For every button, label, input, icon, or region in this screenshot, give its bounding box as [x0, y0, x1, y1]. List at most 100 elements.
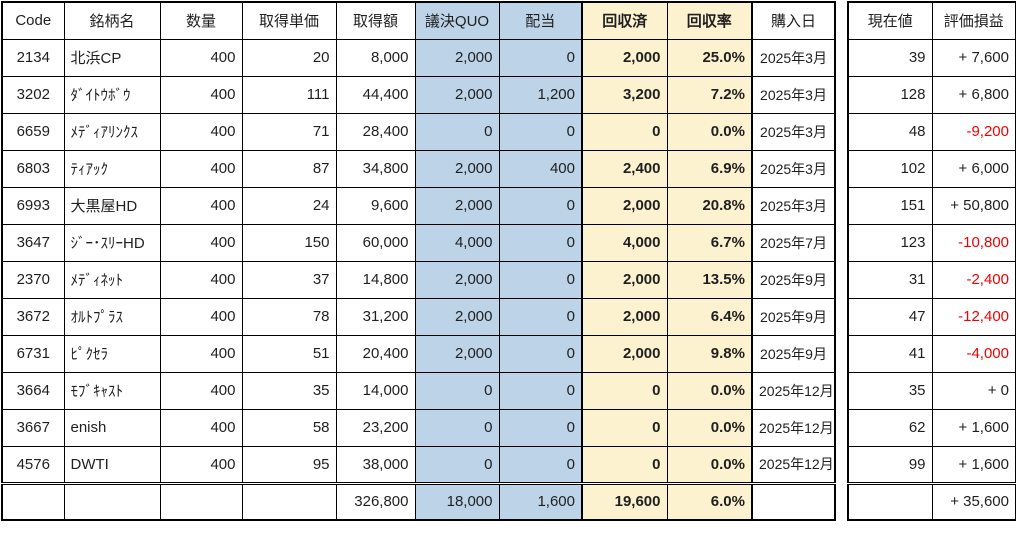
cell-date[interactable]: 2025年3月: [751, 186, 836, 225]
cell-unit[interactable]: 37: [241, 260, 337, 299]
cell-recovered[interactable]: 2,000: [581, 38, 668, 77]
cell-unit[interactable]: 35: [241, 371, 337, 410]
cell-amount[interactable]: 31,200: [335, 297, 416, 336]
cell-qty[interactable]: 400: [159, 445, 243, 484]
cell-date[interactable]: 2025年12月: [751, 408, 836, 447]
cell-current[interactable]: 62: [847, 408, 933, 447]
cell-dividend[interactable]: 0: [498, 334, 583, 373]
cell-qty[interactable]: 400: [159, 75, 243, 114]
cell-pl[interactable]: -4,000: [931, 334, 1016, 373]
cell-dividend[interactable]: 0: [498, 371, 583, 410]
cell-pl[interactable]: -10,800: [931, 223, 1016, 262]
cell-unit[interactable]: 51: [241, 334, 337, 373]
total-recovered[interactable]: 19,600: [581, 481, 668, 521]
cell-unit[interactable]: 78: [241, 297, 337, 336]
cell-name[interactable]: ﾀﾞｲﾄｳﾎﾞｳ: [63, 75, 161, 114]
cell-rate[interactable]: 6.4%: [666, 297, 753, 336]
cell-qty[interactable]: 400: [159, 186, 243, 225]
cell-current[interactable]: 48: [847, 112, 933, 151]
cell-unit[interactable]: 71: [241, 112, 337, 151]
cell-dividend[interactable]: 400: [498, 149, 583, 188]
cell-unit[interactable]: [241, 481, 337, 521]
header-pl[interactable]: 評価損益: [931, 1, 1016, 40]
cell-quo[interactable]: 2,000: [414, 297, 500, 336]
cell-code[interactable]: 6659: [1, 112, 65, 151]
cell-pl[interactable]: + 1,600: [931, 445, 1016, 484]
cell-recovered[interactable]: 2,000: [581, 334, 668, 373]
cell-amount[interactable]: 34,800: [335, 149, 416, 188]
cell-unit[interactable]: 111: [241, 75, 337, 114]
cell-name[interactable]: 北浜CP: [63, 38, 161, 77]
cell-rate[interactable]: 13.5%: [666, 260, 753, 299]
cell-name[interactable]: ｵﾙﾄﾌﾟﾗｽ: [63, 297, 161, 336]
total-dividend[interactable]: 1,600: [498, 481, 583, 521]
cell-name[interactable]: ﾃｨｱｯｸ: [63, 149, 161, 188]
cell-code[interactable]: 3202: [1, 75, 65, 114]
cell-date[interactable]: 2025年9月: [751, 260, 836, 299]
cell-current[interactable]: 41: [847, 334, 933, 373]
cell-current[interactable]: 151: [847, 186, 933, 225]
cell-dividend[interactable]: 0: [498, 38, 583, 77]
total-pl[interactable]: + 35,600: [931, 481, 1016, 521]
cell-pl[interactable]: + 7,600: [931, 38, 1016, 77]
cell-date[interactable]: 2025年3月: [751, 149, 836, 188]
cell-pl[interactable]: -9,200: [931, 112, 1016, 151]
cell-amount[interactable]: 38,000: [335, 445, 416, 484]
cell-current[interactable]: 123: [847, 223, 933, 262]
header-amount[interactable]: 取得額: [335, 1, 416, 40]
header-current[interactable]: 現在値: [847, 1, 933, 40]
cell-unit[interactable]: 58: [241, 408, 337, 447]
cell-recovered[interactable]: 2,000: [581, 260, 668, 299]
cell-unit[interactable]: 95: [241, 445, 337, 484]
cell-qty[interactable]: 400: [159, 38, 243, 77]
cell-rate[interactable]: 7.2%: [666, 75, 753, 114]
cell-dividend[interactable]: 0: [498, 223, 583, 262]
cell-amount[interactable]: 60,000: [335, 223, 416, 262]
cell-date[interactable]: 2025年3月: [751, 75, 836, 114]
cell-recovered[interactable]: 2,000: [581, 297, 668, 336]
cell-code[interactable]: 3672: [1, 297, 65, 336]
cell-amount[interactable]: 28,400: [335, 112, 416, 151]
cell-code[interactable]: 3664: [1, 371, 65, 410]
cell-name[interactable]: ﾓﾌﾞｷｬｽﾄ: [63, 371, 161, 410]
cell-amount[interactable]: 8,000: [335, 38, 416, 77]
cell-rate[interactable]: 9.8%: [666, 334, 753, 373]
cell-code[interactable]: [1, 481, 65, 521]
cell-qty[interactable]: 400: [159, 149, 243, 188]
cell-date[interactable]: 2025年12月: [751, 445, 836, 484]
cell-dividend[interactable]: 0: [498, 260, 583, 299]
cell-quo[interactable]: 2,000: [414, 75, 500, 114]
cell-unit[interactable]: 20: [241, 38, 337, 77]
cell-quo[interactable]: 2,000: [414, 260, 500, 299]
cell-unit[interactable]: 150: [241, 223, 337, 262]
cell-current[interactable]: [847, 481, 933, 521]
cell-pl[interactable]: + 0: [931, 371, 1016, 410]
cell-rate[interactable]: 0.0%: [666, 445, 753, 484]
cell-name[interactable]: 大黒屋HD: [63, 186, 161, 225]
cell-quo[interactable]: 0: [414, 445, 500, 484]
header-unit[interactable]: 取得単価: [241, 1, 337, 40]
cell-name[interactable]: enish: [63, 408, 161, 447]
cell-current[interactable]: 102: [847, 149, 933, 188]
total-quo[interactable]: 18,000: [414, 481, 500, 521]
cell-rate[interactable]: 6.7%: [666, 223, 753, 262]
cell-rate[interactable]: 25.0%: [666, 38, 753, 77]
cell-date[interactable]: 2025年7月: [751, 223, 836, 262]
cell-qty[interactable]: 400: [159, 223, 243, 262]
cell-dividend[interactable]: 0: [498, 408, 583, 447]
header-recovered[interactable]: 回収済: [581, 1, 668, 40]
cell-qty[interactable]: 400: [159, 112, 243, 151]
cell-code[interactable]: 3647: [1, 223, 65, 262]
cell-pl[interactable]: + 50,800: [931, 186, 1016, 225]
cell-current[interactable]: 47: [847, 297, 933, 336]
cell-qty[interactable]: 400: [159, 260, 243, 299]
cell-name[interactable]: ﾒﾃﾞｨｱﾘﾝｸｽ: [63, 112, 161, 151]
cell-quo[interactable]: 2,000: [414, 149, 500, 188]
cell-qty[interactable]: 400: [159, 297, 243, 336]
cell-dividend[interactable]: 0: [498, 297, 583, 336]
cell-qty[interactable]: 400: [159, 408, 243, 447]
cell-recovered[interactable]: 4,000: [581, 223, 668, 262]
cell-pl[interactable]: + 1,600: [931, 408, 1016, 447]
cell-amount[interactable]: 14,000: [335, 371, 416, 410]
cell-amount[interactable]: 9,600: [335, 186, 416, 225]
